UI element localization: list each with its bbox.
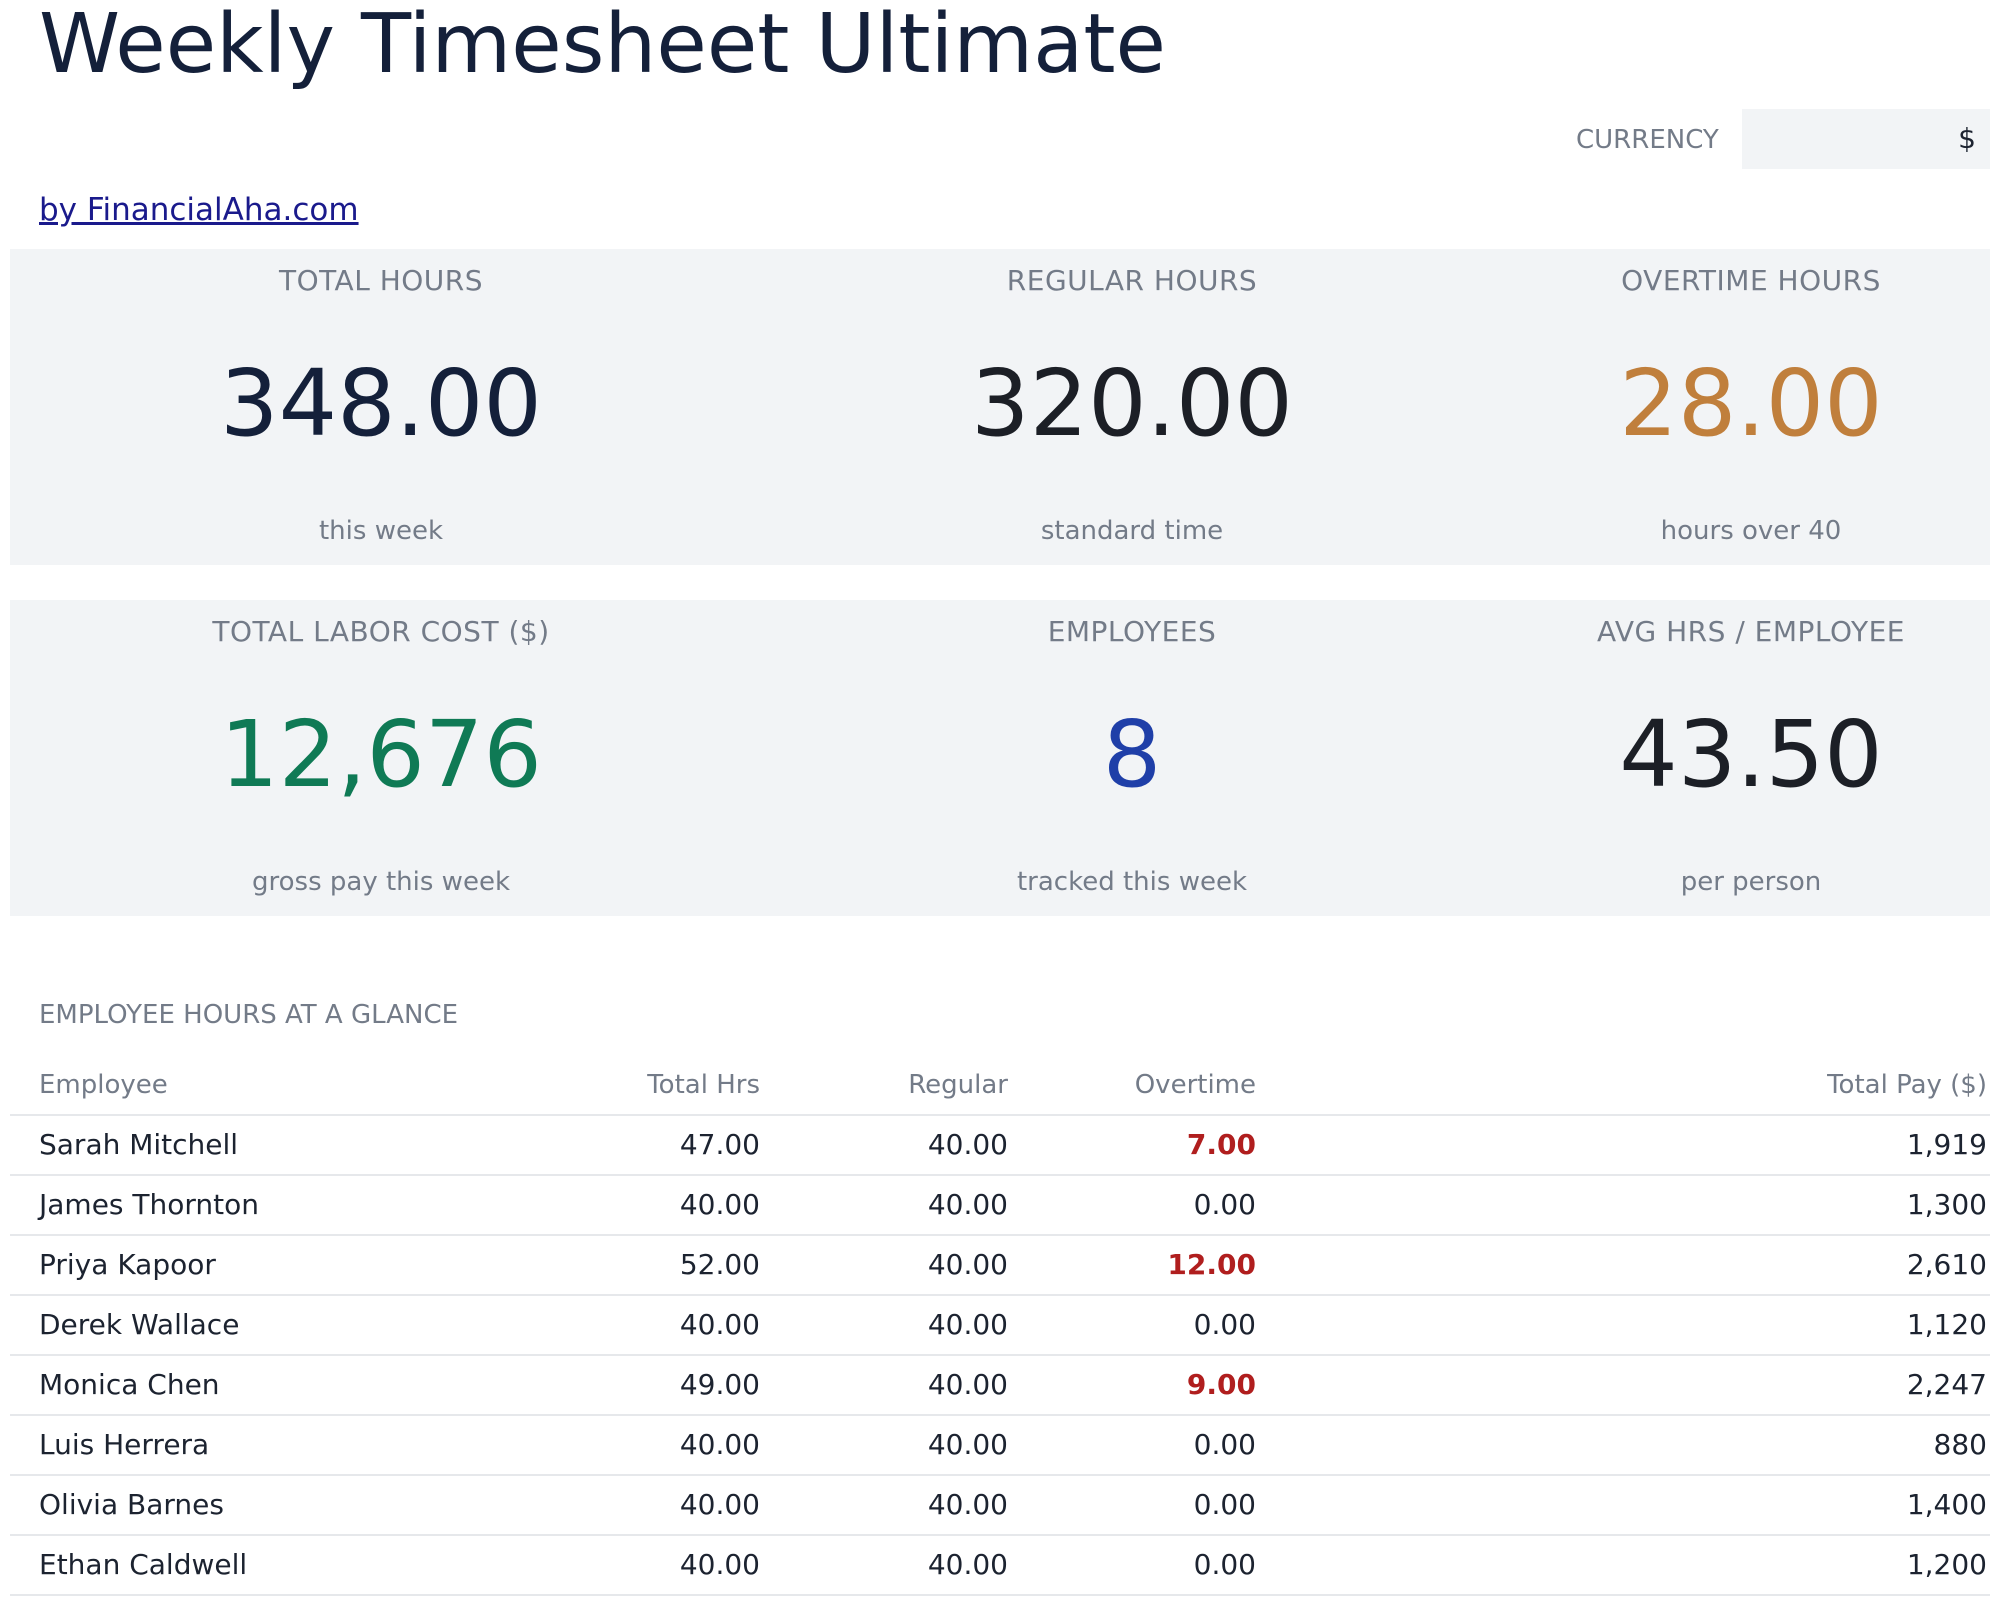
kpi-subtext: hours over 40	[1660, 516, 1842, 546]
overtime-hrs-cell: 0.00	[1193, 1548, 1256, 1581]
employee-name-cell: Olivia Barnes	[39, 1488, 224, 1521]
overtime-hrs-cell: 0.00	[1193, 1428, 1256, 1461]
table-row: Sarah Mitchell 47.00 40.00 7.00 1,919	[10, 1116, 1990, 1176]
total-hrs-cell: 40.00	[679, 1428, 760, 1461]
table-row: James Thornton 40.00 40.00 0.00 1,300	[10, 1176, 1990, 1236]
total-hrs-cell: 40.00	[679, 1188, 760, 1221]
employee-name-cell: Ethan Caldwell	[39, 1548, 248, 1581]
currency-input[interactable]: $	[1742, 109, 1990, 169]
total-pay-cell: 2,247	[1906, 1368, 1987, 1401]
kpi-subtext: this week	[318, 516, 444, 546]
column-header-regular: Regular	[908, 1070, 1008, 1100]
kpi-panel-hours: TOTAL HOURS 348.00 this week REGULAR HOU…	[10, 249, 1990, 565]
overtime-hrs-cell: 7.00	[1186, 1128, 1256, 1161]
table-row: Ethan Caldwell 40.00 40.00 0.00 1,200	[10, 1536, 1990, 1596]
kpi-value: 28.00	[1619, 350, 1883, 457]
regular-hrs-cell: 40.00	[927, 1128, 1008, 1161]
kpi-label: TOTAL LABOR COST ($)	[212, 615, 550, 648]
kpi-subtext: tracked this week	[1016, 867, 1248, 897]
kpi-card-regular-hours: REGULAR HOURS 320.00 standard time	[752, 249, 1512, 565]
total-pay-cell: 1,200	[1906, 1548, 1987, 1581]
total-hrs-cell: 40.00	[679, 1548, 760, 1581]
column-header-employee: Employee	[39, 1070, 168, 1100]
regular-hrs-cell: 40.00	[927, 1548, 1008, 1581]
kpi-label: EMPLOYEES	[1047, 615, 1217, 648]
table-row: Derek Wallace 40.00 40.00 0.00 1,120	[10, 1296, 1990, 1356]
table-row: Olivia Barnes 40.00 40.00 0.00 1,400	[10, 1476, 1990, 1536]
regular-hrs-cell: 40.00	[927, 1188, 1008, 1221]
kpi-label: OVERTIME HOURS	[1621, 264, 1881, 297]
employee-name-cell: Sarah Mitchell	[39, 1128, 239, 1161]
kpi-card-overtime-hours: OVERTIME HOURS 28.00 hours over 40	[1512, 249, 1990, 565]
kpi-value: 320.00	[971, 350, 1293, 457]
section-title: EMPLOYEE HOURS AT A GLANCE	[39, 1000, 459, 1030]
total-hrs-cell: 47.00	[679, 1128, 760, 1161]
total-hrs-cell: 52.00	[679, 1248, 760, 1281]
kpi-subtext: per person	[1680, 867, 1822, 897]
kpi-subtext: standard time	[1040, 516, 1224, 546]
table-row: Priya Kapoor 52.00 40.00 12.00 2,610	[10, 1236, 1990, 1296]
regular-hrs-cell: 40.00	[927, 1368, 1008, 1401]
byline-link[interactable]: by FinancialAha.com	[39, 192, 359, 228]
table-row: Luis Herrera 40.00 40.00 0.00 880	[10, 1416, 1990, 1476]
regular-hrs-cell: 40.00	[927, 1428, 1008, 1461]
column-header-total-hrs: Total Hrs	[647, 1070, 760, 1100]
overtime-hrs-cell: 0.00	[1193, 1188, 1256, 1221]
regular-hrs-cell: 40.00	[927, 1488, 1008, 1521]
total-pay-cell: 1,919	[1906, 1128, 1987, 1161]
kpi-card-total-hours: TOTAL HOURS 348.00 this week	[10, 249, 752, 565]
kpi-label: TOTAL HOURS	[278, 264, 484, 297]
table-row: Monica Chen 49.00 40.00 9.00 2,247	[10, 1356, 1990, 1416]
total-pay-cell: 1,400	[1906, 1488, 1987, 1521]
total-hrs-cell: 40.00	[679, 1488, 760, 1521]
employee-name-cell: Priya Kapoor	[39, 1248, 216, 1281]
total-pay-cell: 1,120	[1906, 1308, 1987, 1341]
kpi-panel-cost: TOTAL LABOR COST ($) 12,676 gross pay th…	[10, 600, 1990, 916]
employee-hours-table: Employee Total Hrs Regular Overtime Tota…	[10, 1056, 1990, 1596]
overtime-hrs-cell: 0.00	[1193, 1308, 1256, 1341]
total-hrs-cell: 49.00	[679, 1368, 760, 1401]
regular-hrs-cell: 40.00	[927, 1308, 1008, 1341]
overtime-hrs-cell: 0.00	[1193, 1488, 1256, 1521]
total-pay-cell: 1,300	[1906, 1188, 1987, 1221]
table-body: Sarah Mitchell 47.00 40.00 7.00 1,919 James T…	[10, 1116, 1990, 1596]
table-header-row: Employee Total Hrs Regular Overtime Tota…	[10, 1056, 1990, 1116]
employee-name-cell: James Thornton	[39, 1188, 260, 1221]
overtime-hrs-cell: 9.00	[1186, 1368, 1256, 1401]
currency-label: CURRENCY	[1576, 125, 1719, 155]
kpi-value: 8	[1102, 701, 1162, 808]
employee-name-cell: Monica Chen	[39, 1368, 220, 1401]
total-pay-cell: 880	[1933, 1428, 1987, 1461]
kpi-card-employees: EMPLOYEES 8 tracked this week	[752, 600, 1512, 916]
total-pay-cell: 2,610	[1906, 1248, 1987, 1281]
kpi-label: AVG HRS / EMPLOYEE	[1597, 615, 1905, 648]
column-header-overtime: Overtime	[1134, 1070, 1256, 1100]
regular-hrs-cell: 40.00	[927, 1248, 1008, 1281]
employee-name-cell: Derek Wallace	[39, 1308, 240, 1341]
employee-name-cell: Luis Herrera	[39, 1428, 210, 1461]
kpi-card-labor-cost: TOTAL LABOR COST ($) 12,676 gross pay th…	[10, 600, 752, 916]
kpi-value: 348.00	[220, 350, 542, 457]
overtime-hrs-cell: 12.00	[1167, 1248, 1256, 1281]
column-header-total-pay: Total Pay ($)	[1827, 1070, 1987, 1100]
page-title: Weekly Timesheet Ultimate	[39, 0, 1166, 92]
kpi-label: REGULAR HOURS	[1006, 264, 1258, 297]
kpi-card-avg-hours: AVG HRS / EMPLOYEE 43.50 per person	[1512, 600, 1990, 916]
kpi-value: 43.50	[1619, 701, 1883, 808]
kpi-subtext: gross pay this week	[252, 867, 510, 897]
total-hrs-cell: 40.00	[679, 1308, 760, 1341]
kpi-value: 12,676	[220, 701, 542, 808]
